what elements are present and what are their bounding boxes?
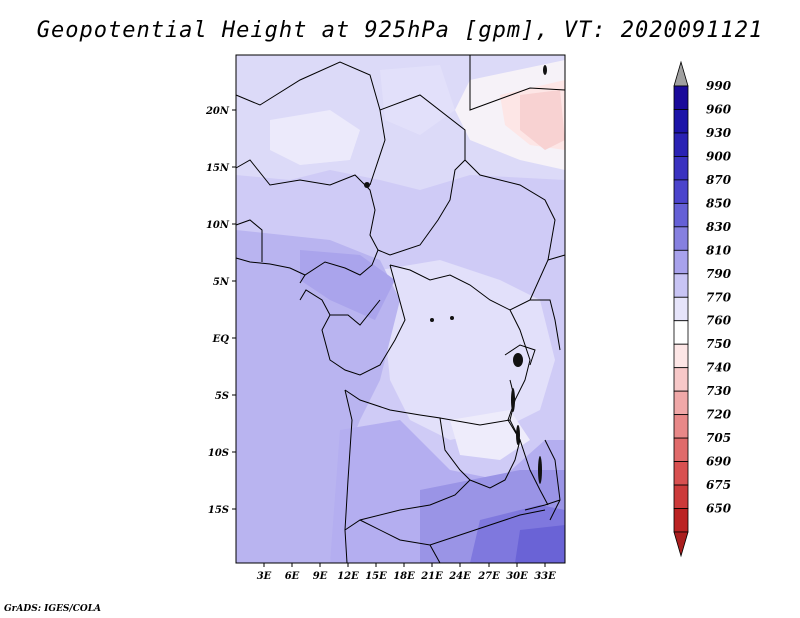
lat-label: 10N <box>206 220 230 231</box>
colorbar-box <box>673 85 689 110</box>
colorbar-boxes <box>673 85 689 533</box>
colorbar-box <box>673 508 689 533</box>
colorbar-label: 690 <box>706 455 732 469</box>
colorbar-label: 750 <box>706 337 732 351</box>
colorbar-box <box>673 202 689 228</box>
colorbar-label: 705 <box>706 431 731 445</box>
country-borders <box>235 55 566 564</box>
colorbar-box <box>673 437 689 462</box>
lat-label: 20N <box>205 106 230 117</box>
colorbar-label: 830 <box>706 220 732 234</box>
colorbar-box <box>673 414 689 439</box>
credit-text: GrADS: IGES/COLA <box>4 604 102 614</box>
lon-label: 6E <box>285 571 300 582</box>
colorbar-label: 850 <box>706 196 732 210</box>
colorbar-box <box>673 367 689 392</box>
colorbar-box <box>673 109 689 134</box>
colorbar-label: 760 <box>706 314 732 328</box>
colorbar-labels: 990 960 930 900 870 850 830 810 790 770 760 750 740 7… <box>706 79 732 516</box>
colorbar-label: 675 <box>706 478 731 492</box>
chart-title: Geopotential Height at 925hPa [gpm], VT:… <box>36 18 764 43</box>
colorbar-label: 650 <box>706 502 732 516</box>
lakes <box>364 65 547 484</box>
longitude-axis: 3E 6E 9E 12E 15E 18E 21E 24E 27E 30E 33E <box>257 563 556 582</box>
lon-label: 3E <box>257 571 272 582</box>
colorbar-box <box>673 273 689 298</box>
colorbar-box <box>673 249 689 275</box>
colorbar-label: 790 <box>706 267 732 281</box>
colorbar-box <box>673 132 689 157</box>
colorbar-box <box>673 390 689 416</box>
colorbar-box <box>673 484 689 509</box>
colorbar-label: 990 <box>706 79 732 93</box>
colorbar-box <box>673 320 689 345</box>
colorbar-label: 870 <box>706 173 732 187</box>
colorbar-box <box>673 343 689 369</box>
colorbar-label: 740 <box>706 361 732 375</box>
colorbar-label: 960 <box>706 102 732 116</box>
colorbar-label: 810 <box>706 243 732 257</box>
colorbar-box <box>673 179 689 204</box>
lon-label: 30E <box>506 571 528 582</box>
lon-label: 9E <box>313 571 328 582</box>
lon-label: 24E <box>448 571 471 582</box>
colorbar-label: 720 <box>706 408 732 422</box>
lat-label: 5N <box>213 277 230 288</box>
colorbar-box <box>673 226 689 251</box>
latitude-axis: 20N 15N 10N 5N EQ 5S 10S 15S <box>205 106 236 516</box>
colorbar-label: 900 <box>706 149 732 163</box>
colorbar-top-arrow <box>673 60 689 87</box>
lon-label: 18E <box>393 571 415 582</box>
lat-label: 15S <box>208 505 229 516</box>
lon-label: 27E <box>477 571 500 582</box>
colorbar-box <box>673 296 689 322</box>
colorbar-label: 770 <box>706 290 732 304</box>
colorbar-bottom-arrow <box>673 531 689 558</box>
colorbar-box <box>673 461 689 486</box>
lon-label: 12E <box>337 571 359 582</box>
lat-label: 10S <box>208 448 229 459</box>
colorbar-box <box>673 156 689 181</box>
lat-label: EQ <box>212 334 230 345</box>
lat-label: 15N <box>206 163 230 174</box>
lon-label: 21E <box>420 571 443 582</box>
colorbar-label: 930 <box>706 126 732 140</box>
lon-label: 33E <box>534 571 556 582</box>
colorbar-label: 730 <box>706 384 732 398</box>
lat-label: 5S <box>215 391 229 402</box>
map-frame <box>235 54 566 564</box>
lon-label: 15E <box>365 571 387 582</box>
